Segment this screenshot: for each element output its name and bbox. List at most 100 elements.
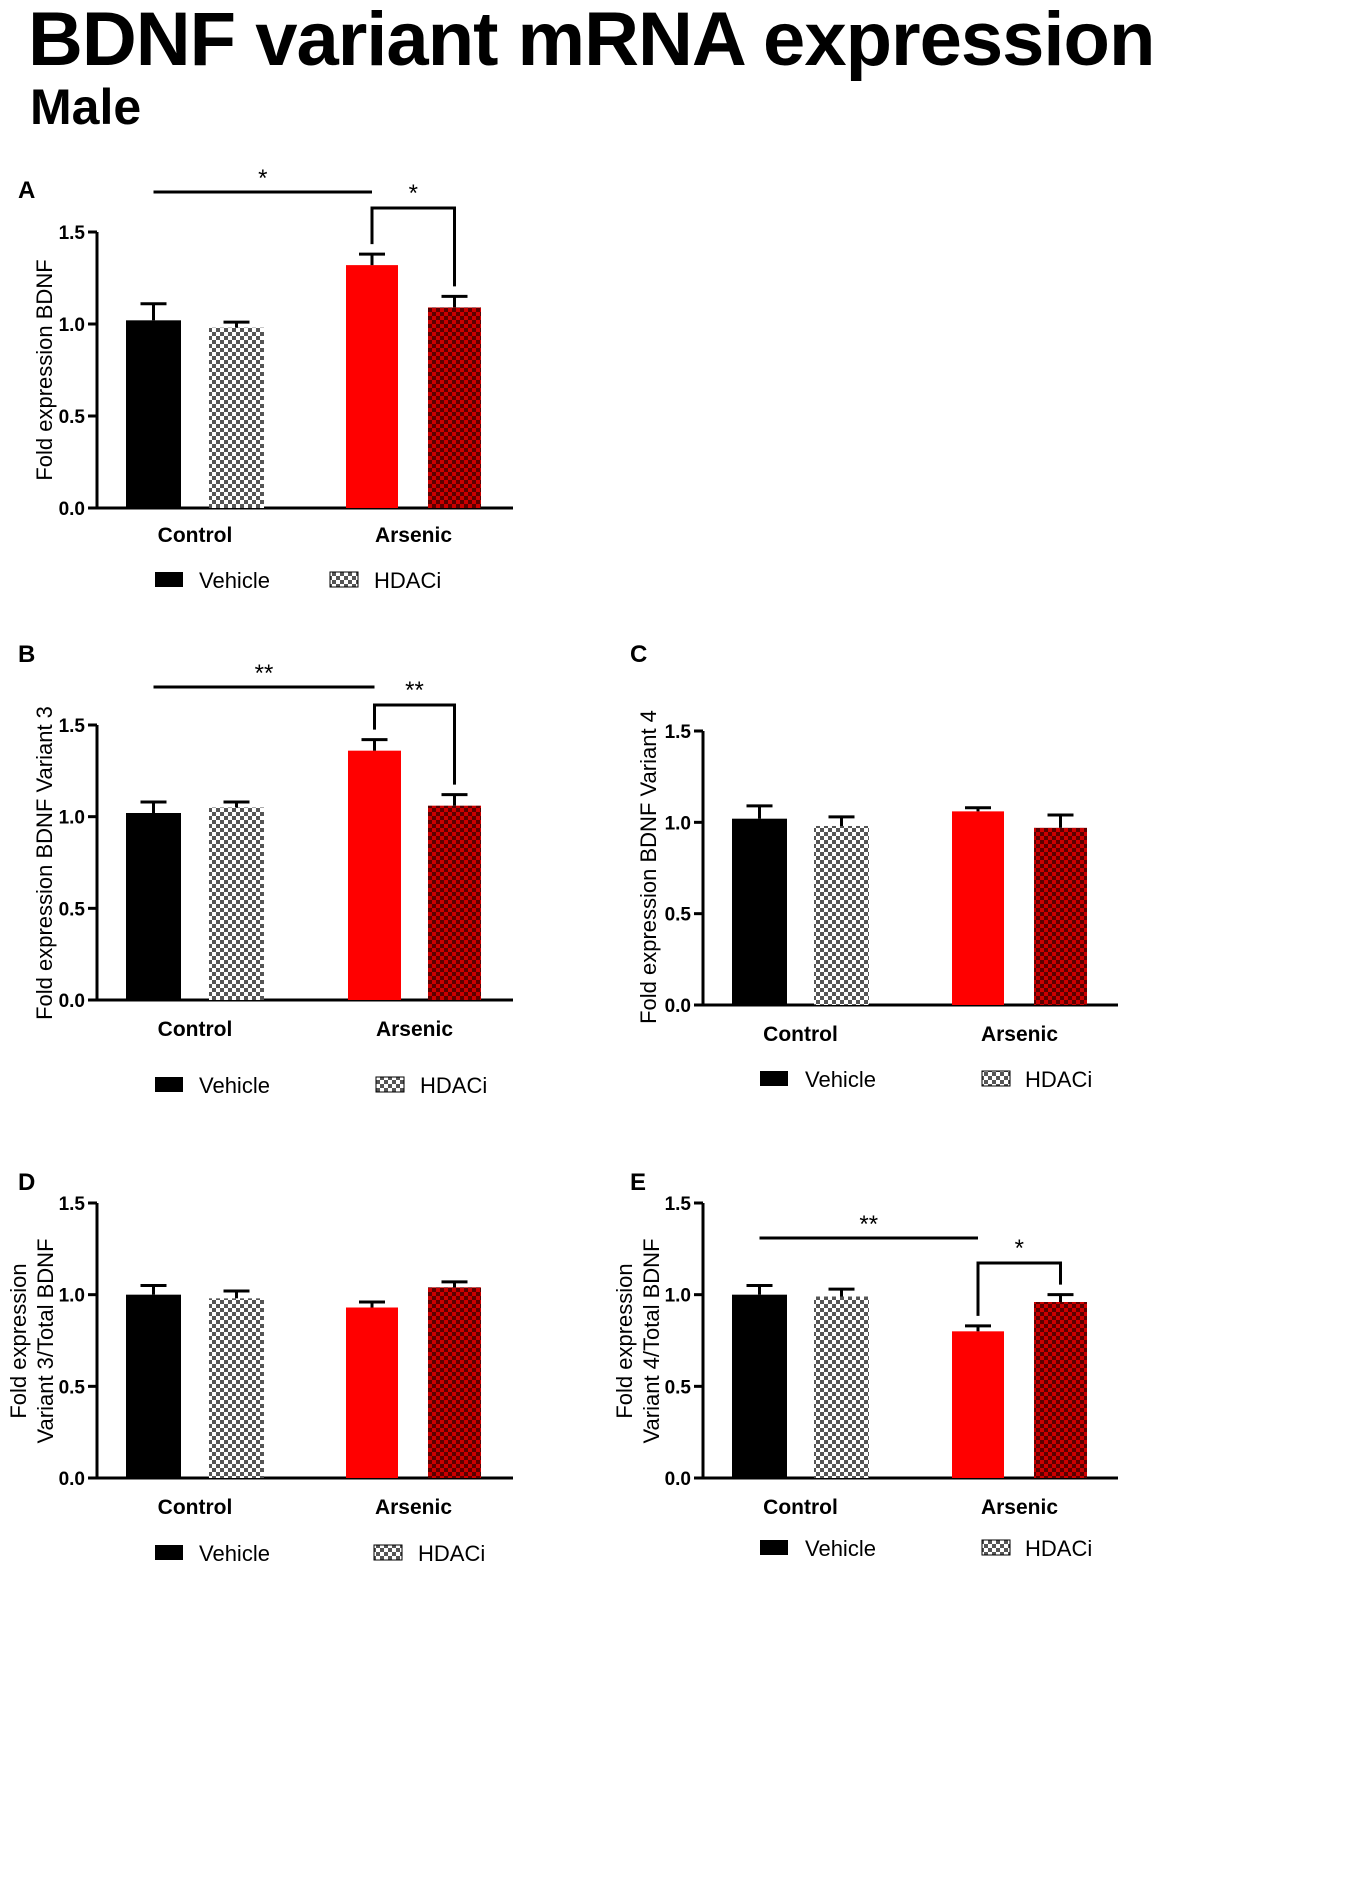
legend-label-hdaci: HDACi bbox=[418, 1541, 485, 1566]
bar-control-hdaci bbox=[814, 825, 869, 1005]
panel-letter: E bbox=[630, 1169, 646, 1196]
legend-label-vehicle: Vehicle bbox=[199, 1541, 270, 1566]
panel-e: E 0.0 0.5 1.0 1.5 Fold expressionVariant 4/To… bbox=[612, 1169, 1118, 1561]
bar-arsenic-hdaci bbox=[428, 307, 481, 508]
x-tick-label: Arsenic bbox=[375, 1496, 452, 1519]
bar-arsenic-vehicle bbox=[952, 811, 1004, 1005]
legend-swatch-hdaci bbox=[375, 1076, 405, 1093]
y-tick-label: 1.5 bbox=[59, 716, 86, 737]
legend-swatch-vehicle bbox=[155, 1545, 183, 1560]
bar-control-hdaci bbox=[209, 327, 264, 508]
y-tick-label: 0.0 bbox=[665, 1469, 691, 1490]
y-axis-label: Fold expression BDNF bbox=[32, 259, 57, 480]
y-tick-label: 1.0 bbox=[59, 315, 85, 336]
bar-control-hdaci bbox=[209, 1298, 264, 1478]
y-tick-label: 1.5 bbox=[59, 1194, 86, 1215]
panel-letter: A bbox=[18, 177, 35, 204]
legend-label-vehicle: Vehicle bbox=[199, 568, 270, 593]
legend-label-vehicle: Vehicle bbox=[805, 1067, 876, 1092]
legend-swatch-hdaci bbox=[373, 1544, 403, 1561]
bar-control-vehicle bbox=[126, 813, 181, 1000]
y-tick-label: 0.5 bbox=[59, 407, 86, 428]
legend-label-vehicle: Vehicle bbox=[805, 1536, 876, 1561]
legend-label-vehicle: Vehicle bbox=[199, 1073, 270, 1098]
legend: Vehicle HDACi bbox=[155, 1541, 485, 1566]
legend-swatch-vehicle bbox=[760, 1071, 788, 1086]
bar-arsenic-vehicle bbox=[348, 750, 401, 1000]
y-tick-label: 0.5 bbox=[665, 1377, 692, 1398]
x-tick-label: Arsenic bbox=[981, 1496, 1058, 1519]
x-tick-label: Control bbox=[158, 1496, 233, 1519]
bar-control-vehicle bbox=[126, 1294, 181, 1478]
y-tick-label: 1.0 bbox=[665, 813, 691, 834]
bar-arsenic-vehicle bbox=[346, 1307, 398, 1478]
y-axis-label-line: Variant 4/Total BDNF bbox=[639, 1238, 664, 1443]
significance-marker: ** bbox=[405, 677, 424, 704]
significance-marker: * bbox=[409, 180, 418, 207]
significance-bracket bbox=[976, 1261, 1062, 1316]
panel-d: D 0.0 0.5 1.0 1.5 Fold expressionVariant 3/To… bbox=[6, 1169, 513, 1566]
legend-swatch-vehicle bbox=[155, 1077, 183, 1092]
legend-swatch-hdaci bbox=[329, 571, 359, 588]
legend-swatch-vehicle bbox=[155, 572, 183, 587]
legend: Vehicle HDACi bbox=[760, 1536, 1092, 1561]
y-tick-label: 0.5 bbox=[59, 899, 86, 920]
x-tick-label: Arsenic bbox=[376, 1018, 453, 1041]
y-tick-label: 0.0 bbox=[665, 996, 691, 1017]
y-axis-label-line: Variant 3/Total BDNF bbox=[33, 1238, 58, 1443]
legend: Vehicle HDACi bbox=[760, 1067, 1092, 1092]
bar-arsenic-hdaci bbox=[1034, 827, 1087, 1005]
significance-bracket bbox=[370, 206, 456, 287]
bar-control-hdaci bbox=[814, 1296, 869, 1478]
legend-swatch-hdaci bbox=[981, 1539, 1011, 1556]
y-axis-label: Fold expressionVariant 4/Total BDNF bbox=[612, 1238, 664, 1443]
y-tick-label: 1.5 bbox=[59, 223, 86, 244]
y-tick-label: 0.5 bbox=[59, 1377, 86, 1398]
legend-swatch-vehicle bbox=[760, 1540, 788, 1555]
bar-arsenic-vehicle bbox=[346, 265, 398, 508]
y-axis-label-line: Fold expression bbox=[6, 1263, 31, 1418]
panel-letter: C bbox=[630, 641, 647, 668]
panel-letter: B bbox=[18, 641, 35, 668]
x-tick-label: Control bbox=[763, 1023, 838, 1046]
significance-marker: ** bbox=[859, 1211, 878, 1238]
bar-arsenic-hdaci bbox=[428, 1287, 481, 1478]
significance-marker: * bbox=[258, 165, 267, 192]
x-tick-label: Arsenic bbox=[375, 524, 452, 547]
legend-label-hdaci: HDACi bbox=[1025, 1536, 1092, 1561]
y-tick-label: 1.5 bbox=[665, 1194, 692, 1215]
panel-letter: D bbox=[18, 1169, 35, 1196]
y-tick-label: 0.5 bbox=[665, 905, 692, 926]
x-tick-label: Control bbox=[158, 1018, 233, 1041]
y-tick-label: 1.5 bbox=[665, 722, 692, 743]
bar-control-hdaci bbox=[209, 807, 264, 1000]
y-tick-label: 0.0 bbox=[59, 1469, 85, 1490]
bar-arsenic-hdaci bbox=[1034, 1302, 1087, 1478]
legend-swatch-hdaci bbox=[981, 1070, 1011, 1087]
figure-subtitle: Male bbox=[30, 79, 142, 135]
bar-arsenic-hdaci bbox=[428, 805, 481, 1000]
legend-label-hdaci: HDACi bbox=[420, 1073, 487, 1098]
figure-title: BDNF variant mRNA expression bbox=[28, 0, 1155, 82]
x-tick-label: Arsenic bbox=[981, 1023, 1058, 1046]
bar-control-vehicle bbox=[732, 818, 787, 1005]
significance-marker: ** bbox=[255, 660, 274, 687]
y-axis-label: Fold expression BDNF Variant 3 bbox=[32, 706, 57, 1020]
bar-control-vehicle bbox=[732, 1294, 787, 1478]
legend-label-hdaci: HDACi bbox=[1025, 1067, 1092, 1092]
y-tick-label: 0.0 bbox=[59, 991, 85, 1012]
bar-control-vehicle bbox=[126, 320, 181, 508]
y-tick-label: 1.0 bbox=[59, 808, 85, 829]
y-tick-label: 1.0 bbox=[59, 1286, 85, 1307]
x-tick-label: Control bbox=[158, 524, 233, 547]
bar-arsenic-vehicle bbox=[952, 1331, 1004, 1478]
y-axis-label-line: Fold expression bbox=[612, 1263, 637, 1418]
x-tick-label: Control bbox=[763, 1496, 838, 1519]
significance-marker: * bbox=[1015, 1235, 1024, 1262]
legend-label-hdaci: HDACi bbox=[374, 568, 441, 593]
legend: Vehicle HDACi bbox=[155, 568, 441, 593]
significance-bracket bbox=[373, 703, 456, 785]
